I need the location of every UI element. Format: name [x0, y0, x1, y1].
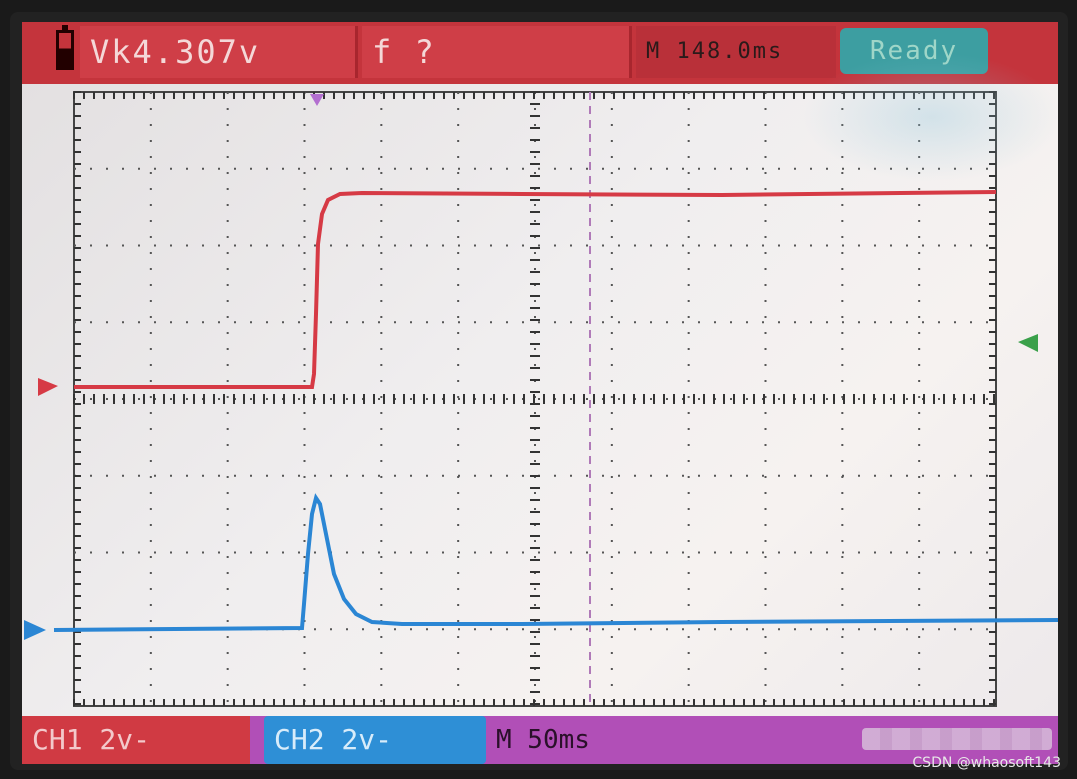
ch1-scale-label[interactable]: CH1 2v- — [22, 716, 250, 764]
battery-icon — [56, 25, 74, 70]
blurred-region — [862, 728, 1052, 750]
status-badge: Ready — [840, 28, 988, 74]
timebase-label[interactable]: M 50ms — [496, 725, 590, 755]
vk-readout: Vk4.307v — [80, 26, 358, 78]
time-readout: M 148.0ms — [636, 26, 836, 78]
grid-ticks — [73, 91, 996, 706]
waveform-display — [24, 91, 1058, 707]
trigger-level-marker — [1018, 334, 1038, 352]
ch1-ground-marker — [38, 378, 58, 396]
oscilloscope-screen: Vk4.307v f ? M 148.0ms Ready CH1 2v- CH2… — [22, 22, 1058, 764]
ch2-scale-label[interactable]: CH2 2v- — [264, 716, 486, 764]
ch2-waveform — [53, 493, 1058, 632]
trigger-position-marker — [310, 94, 324, 106]
ch2-ground-marker — [24, 620, 46, 640]
measurement-bar: Vk4.307v f ? M 148.0ms Ready — [22, 22, 1058, 84]
grid-lines — [74, 92, 996, 706]
ch1-waveform — [74, 190, 997, 389]
frequency-readout: f ? — [362, 26, 632, 78]
watermark: CSDN @whaosoft143 — [912, 755, 1061, 771]
channel-settings-bar: CH1 2v- CH2 2v- M 50ms — [22, 716, 1058, 764]
